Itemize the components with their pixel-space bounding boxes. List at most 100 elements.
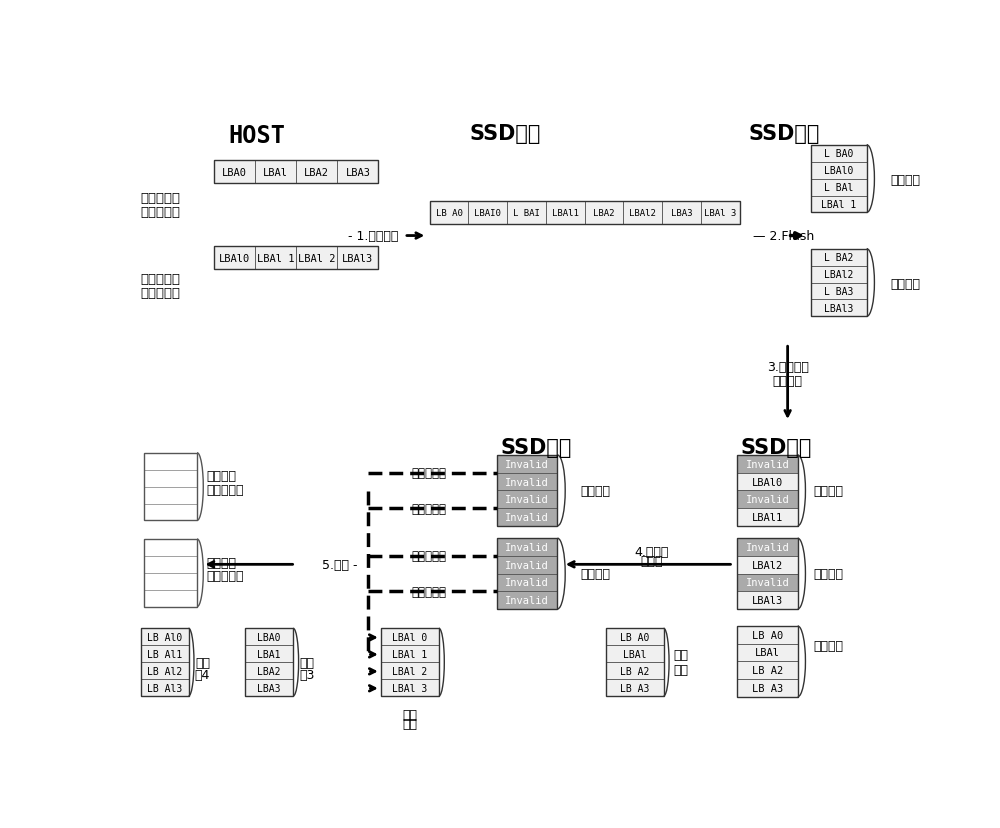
Text: L BA0: L BA0	[824, 149, 853, 159]
Text: Invalid: Invalid	[505, 460, 549, 469]
Bar	[497, 455, 557, 527]
Text: LBAl1: LBAl1	[552, 209, 579, 218]
Text: 物理页搬移: 物理页搬移	[412, 502, 447, 515]
Text: 圾回收: 圾回收	[641, 554, 663, 567]
Text: LBAl 3: LBAl 3	[704, 209, 736, 218]
Bar	[737, 538, 798, 556]
Text: LBAl2: LBAl2	[824, 270, 853, 280]
Text: Invalid: Invalid	[505, 494, 549, 504]
Bar	[245, 645, 293, 662]
Text: Invalid: Invalid	[505, 595, 549, 605]
Bar	[381, 628, 439, 696]
Text: LB A3: LB A3	[620, 683, 649, 693]
Text: 应用程序: 应用程序	[773, 375, 803, 388]
Text: （已擦除）: （已擦除）	[206, 570, 244, 583]
Text: 物理块１: 物理块１	[890, 174, 920, 186]
Text: LBAl 3: LBAl 3	[392, 683, 427, 693]
Bar	[144, 453, 197, 470]
Bar	[585, 202, 623, 224]
Text: Invalid: Invalid	[505, 513, 549, 522]
Text: LB A3: LB A3	[752, 683, 783, 693]
Bar	[737, 591, 798, 609]
Bar	[468, 202, 507, 224]
Text: LBAl: LBAl	[263, 167, 288, 177]
Text: Invalid: Invalid	[746, 578, 789, 588]
Text: LBAl0: LBAl0	[219, 253, 250, 263]
Bar	[381, 679, 439, 696]
Bar	[337, 247, 378, 270]
Bar	[144, 487, 197, 504]
Text: LB A2: LB A2	[620, 666, 649, 676]
Bar	[337, 161, 378, 184]
Text: 物理: 物理	[300, 656, 315, 669]
Bar	[811, 249, 867, 317]
Text: LBAl0: LBAl0	[824, 166, 853, 176]
Text: L BAI: L BAI	[513, 209, 540, 218]
Text: L BA2: L BA2	[824, 253, 853, 262]
Bar	[737, 538, 798, 609]
Bar	[497, 591, 557, 609]
Text: LBA2: LBA2	[593, 209, 615, 218]
Text: LBAl3: LBAl3	[824, 304, 853, 314]
Text: SSD闪存: SSD闪存	[500, 438, 571, 458]
Text: LBAl 2: LBAl 2	[392, 666, 427, 676]
Bar	[144, 539, 197, 556]
Bar	[140, 679, 189, 696]
Bar	[737, 473, 798, 491]
Text: LB Al1: LB Al1	[147, 649, 182, 659]
Text: L BA3: L BA3	[824, 286, 853, 296]
Bar	[430, 202, 468, 224]
Text: LBAl3: LBAl3	[342, 253, 374, 263]
Text: LB A2: LB A2	[752, 666, 783, 676]
Bar	[381, 628, 439, 645]
Text: LBA3: LBA3	[257, 683, 281, 693]
Bar	[296, 161, 337, 184]
Text: SSD缓存: SSD缓存	[469, 124, 540, 144]
Bar	[140, 662, 189, 679]
Text: SSD闪存: SSD闪存	[740, 438, 812, 458]
Bar	[606, 645, 664, 662]
Bar	[606, 679, 664, 696]
Text: LB Al3: LB Al3	[147, 683, 182, 693]
Bar	[497, 538, 557, 609]
Text: 5.擦除 -: 5.擦除 -	[322, 558, 358, 571]
Text: 物理
块３: 物理 块３	[673, 648, 688, 676]
Text: LB Al0: LB Al0	[147, 632, 182, 642]
Text: LBAl2: LBAl2	[752, 560, 783, 570]
Bar	[381, 662, 439, 679]
Bar	[811, 162, 867, 180]
Bar	[497, 473, 557, 491]
Text: 物理块２: 物理块２	[813, 567, 843, 580]
Bar	[140, 645, 189, 662]
Text: LBA2: LBA2	[304, 167, 329, 177]
Text: 物理块３: 物理块３	[813, 639, 843, 652]
Text: Invalid: Invalid	[505, 477, 549, 487]
Bar	[606, 628, 664, 645]
Text: LBAl1: LBAl1	[752, 513, 783, 522]
Bar	[811, 267, 867, 283]
Text: 物理块１: 物理块１	[581, 484, 611, 498]
Bar	[497, 538, 557, 556]
Text: LBA3: LBA3	[671, 209, 692, 218]
Text: LB A0: LB A0	[620, 632, 649, 642]
Bar	[497, 455, 557, 473]
Bar	[497, 508, 557, 527]
Bar	[296, 247, 337, 270]
Text: 物理页搬移: 物理页搬移	[412, 550, 447, 563]
Bar	[144, 556, 197, 573]
Text: LBA0: LBA0	[257, 632, 281, 642]
Bar	[214, 247, 378, 270]
Text: SSD闪存: SSD闪存	[748, 124, 819, 144]
Bar	[606, 628, 664, 696]
Text: Invalid: Invalid	[746, 460, 789, 469]
Text: 块４: 块４	[402, 717, 417, 730]
Text: Invalid: Invalid	[505, 578, 549, 588]
Text: （已擦除）: （已擦除）	[206, 484, 244, 497]
Text: LBA3: LBA3	[345, 167, 370, 177]
Bar	[701, 202, 740, 224]
Bar	[144, 453, 197, 521]
Bar	[140, 628, 189, 696]
Bar	[245, 679, 293, 696]
Bar	[811, 249, 867, 267]
Text: 4.触发垃: 4.触发垃	[635, 546, 669, 559]
